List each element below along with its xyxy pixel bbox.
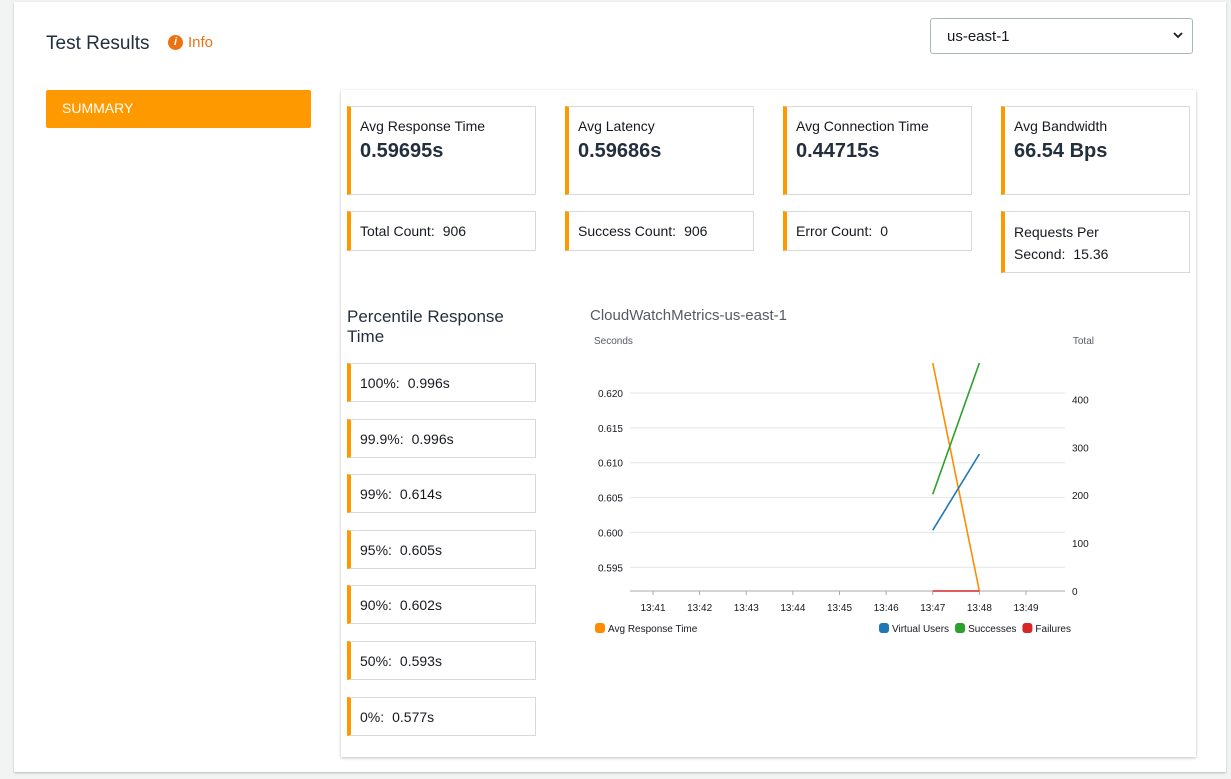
metric-card: Avg Latency 0.59686s	[565, 106, 754, 195]
percentile-label: 0%:	[360, 708, 385, 725]
metric-label: Avg Latency	[578, 118, 655, 134]
percentile-card: 99.9%: 0.996s	[347, 418, 536, 458]
metric-value: 66.54 Bps	[1014, 140, 1108, 162]
percentile-label: 99.9%:	[360, 430, 404, 447]
percentile-value: 0.593s	[399, 653, 442, 669]
metric-value: 0.59686s	[578, 140, 662, 162]
count-card: Total Count: 906	[347, 211, 536, 251]
percentile-value: 0.996s	[411, 430, 454, 447]
count-card: Success Count: 906	[565, 211, 754, 251]
metric-label: Avg Connection Time	[796, 118, 929, 134]
page-title: Test Results	[46, 33, 150, 54]
percentile-label: 90%:	[360, 597, 392, 614]
count-label: Requests Per Second:	[1014, 224, 1099, 262]
count-value: 906	[442, 223, 467, 239]
percentile-label: 50%:	[360, 653, 392, 669]
percentile-card: 100%: 0.996s	[347, 363, 536, 402]
percentile-card: 99%: 0.614s	[347, 474, 536, 514]
metric-card: Avg Connection Time 0.44715s	[783, 106, 972, 195]
count-label: Error Count:	[796, 223, 873, 239]
count-label: Total Count:	[360, 223, 435, 239]
count-card: Requests Per Second: 15.36	[1001, 211, 1190, 273]
chevron	[1173, 32, 1183, 39]
percentile-card: 0%: 0.577s	[347, 696, 536, 736]
info-icon: i	[168, 35, 183, 50]
count-label: Success Count:	[578, 223, 677, 239]
metric-value: 0.59695s	[360, 140, 444, 162]
nav-item[interactable]: SUMMARY	[46, 90, 311, 128]
info-link[interactable]: i Info	[168, 34, 213, 51]
metric-label: Avg Bandwidth	[1014, 118, 1108, 134]
percentile-value: 0.605s	[399, 541, 442, 558]
count-value: 0	[880, 223, 889, 239]
region-value: us-east-1	[947, 28, 1010, 45]
count-value: 906	[684, 223, 708, 239]
percentile-value: 0.614s	[399, 486, 442, 503]
region-select[interactable]: us-east-1	[930, 18, 1193, 54]
metric-card: Avg Response Time 0.59695s	[347, 106, 536, 195]
count-card: Error Count: 0	[783, 211, 972, 251]
percentile-title: Percentile Response Time	[347, 307, 504, 346]
metric-value: 0.44715s	[796, 140, 880, 162]
percentile-card: 95%: 0.605s	[347, 529, 536, 569]
percentile-value: 0.996s	[407, 375, 450, 391]
percentile-card: 90%: 0.602s	[347, 585, 536, 625]
percentile-label: 95%:	[360, 541, 392, 558]
percentile-label: 100%:	[360, 375, 400, 391]
percentile-label: 99%:	[360, 486, 392, 503]
percentile-value: 0.577s	[392, 708, 435, 725]
percentile-value: 0.602s	[399, 597, 442, 614]
metric-card: Avg Bandwidth 66.54 Bps	[1001, 106, 1190, 195]
percentile-card: 50%: 0.593s	[347, 641, 536, 680]
info-text[interactable]: Info	[188, 34, 214, 51]
metric-label: Avg Response Time	[360, 118, 486, 134]
count-value: 15.36	[1073, 246, 1109, 262]
